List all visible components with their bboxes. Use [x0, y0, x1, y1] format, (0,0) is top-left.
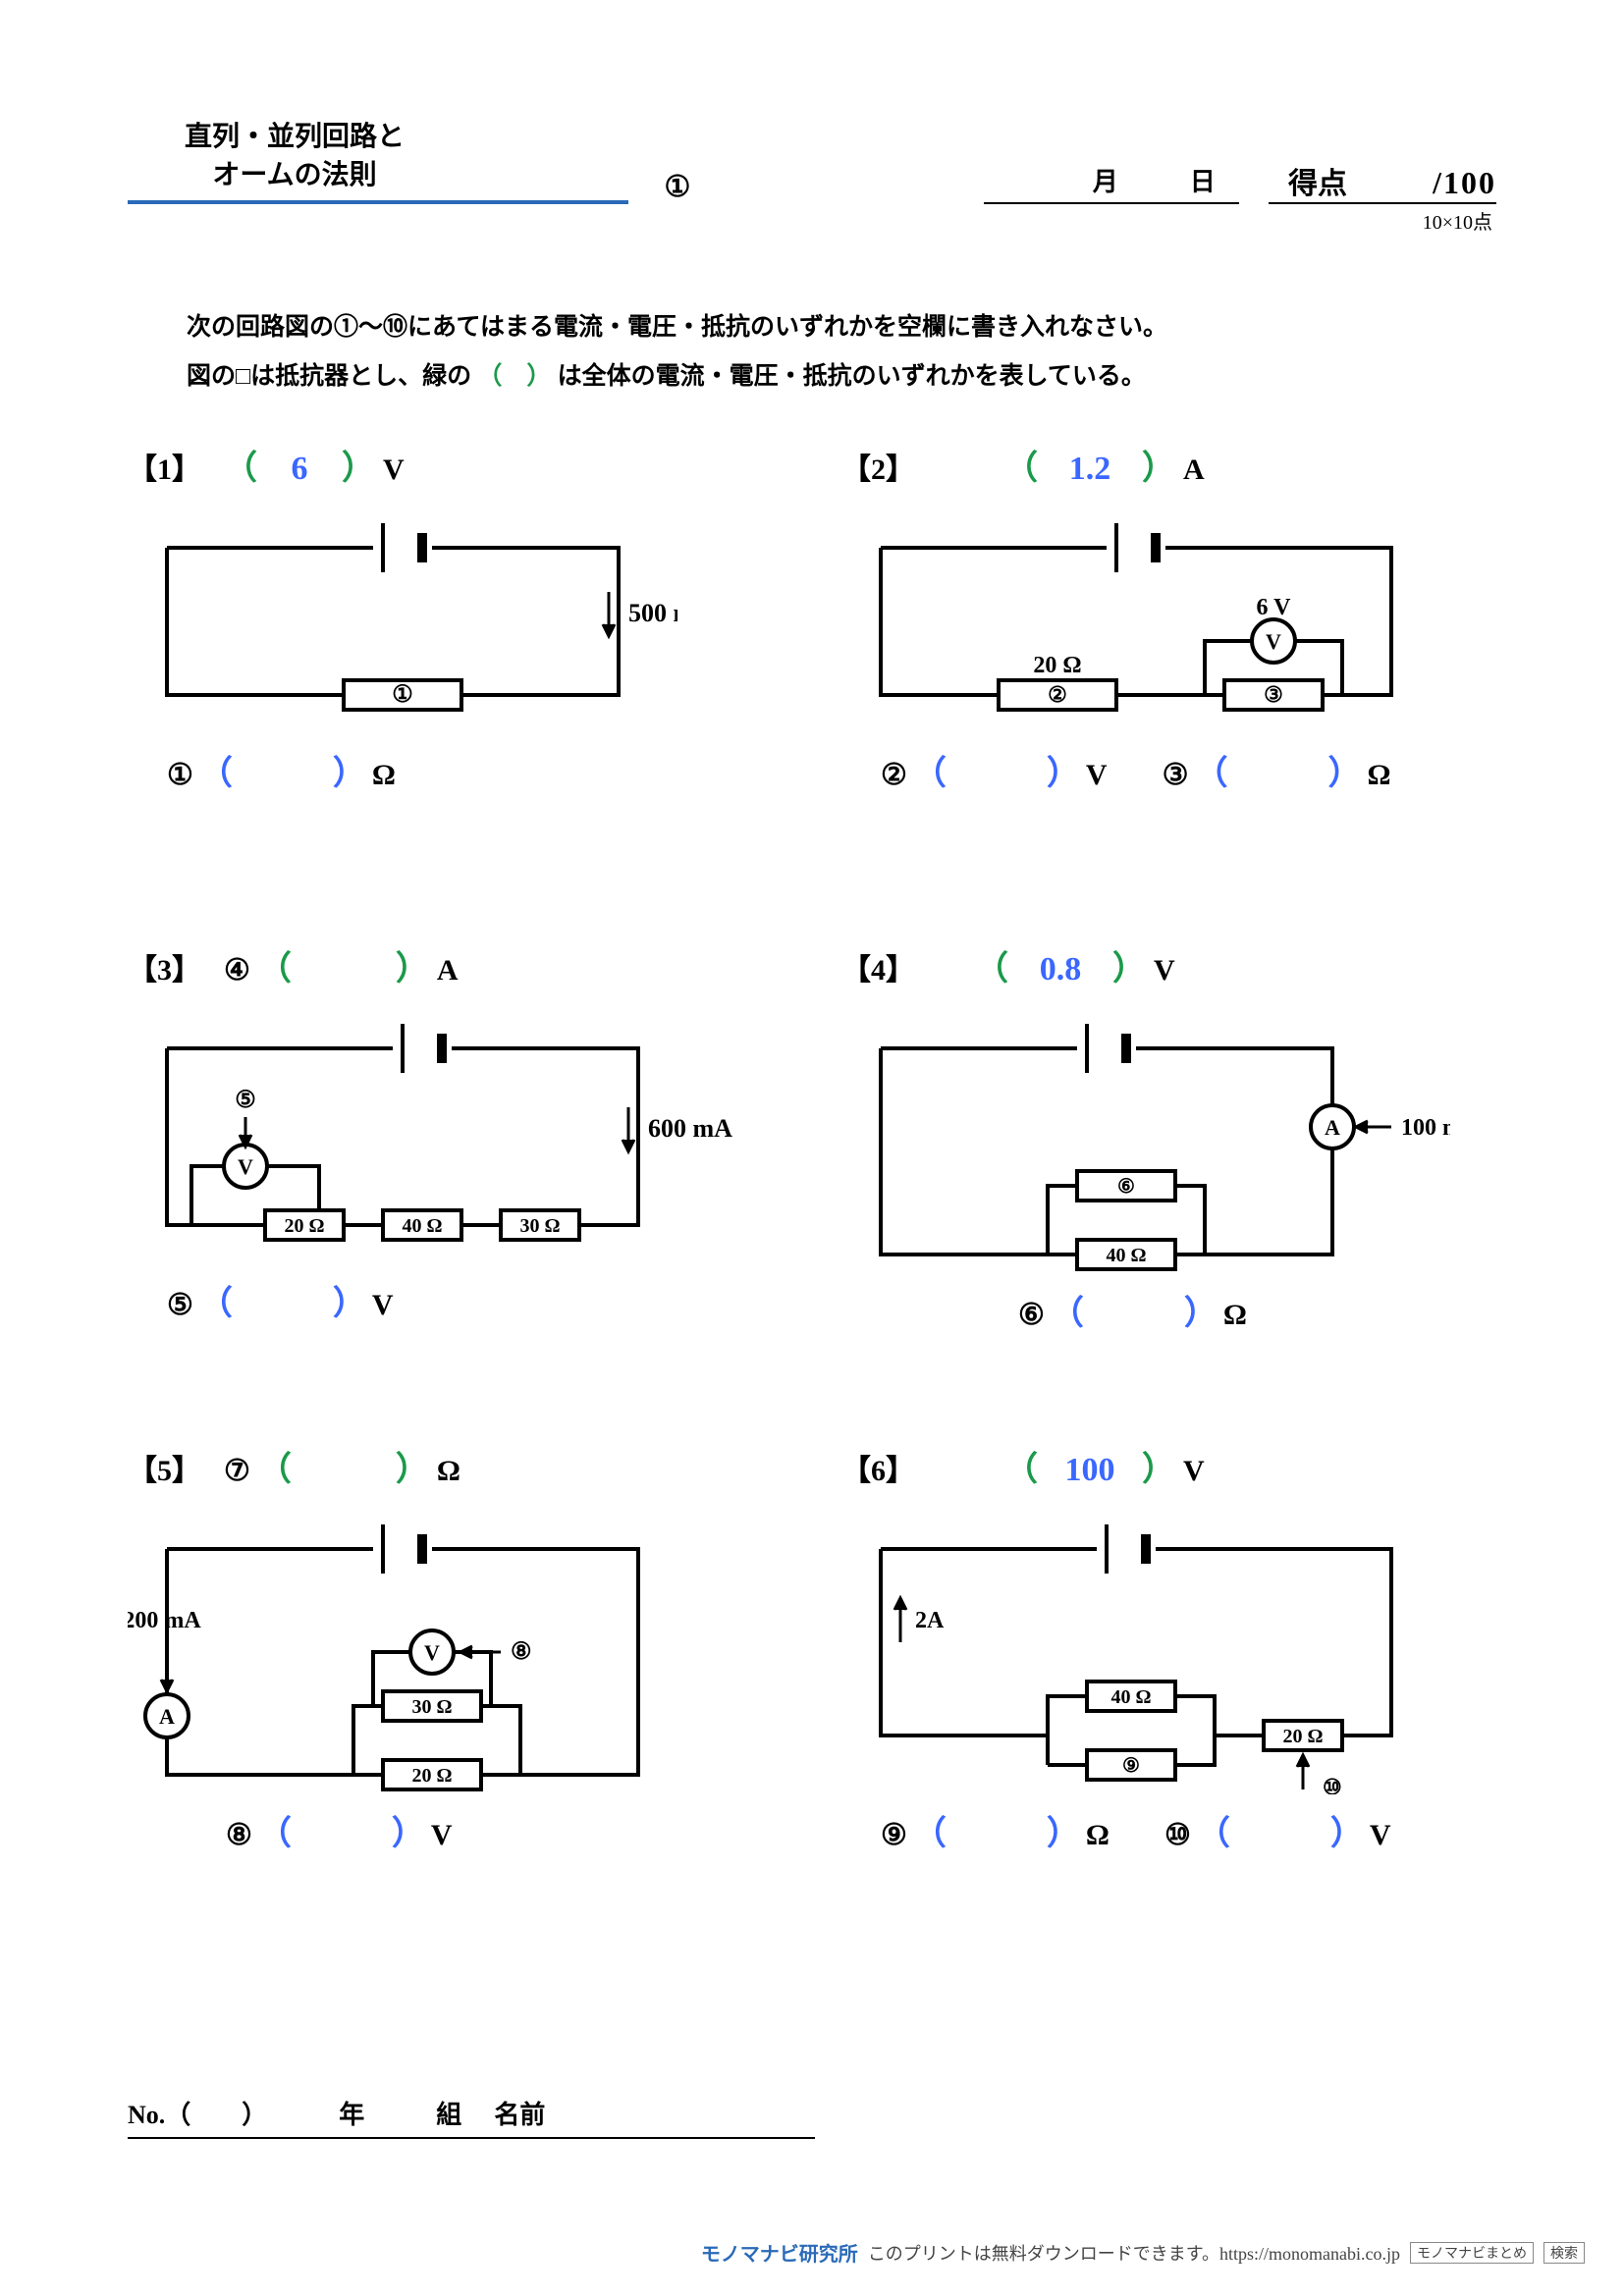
q3-current: 600 mA — [648, 1114, 732, 1143]
q5-r-bottom: 20 Ω — [411, 1765, 452, 1787]
circuit-3: 【3】 ④ （） A — [128, 941, 783, 1363]
q2-r1-marker: ② — [1048, 682, 1067, 707]
name-label: 名前 — [494, 2101, 545, 2129]
q3-answer[interactable]: ⑤ （） V — [167, 1276, 783, 1324]
instructions: 次の回路図の①～⑩にあてはまる電流・電圧・抵抗のいずれかを空欄に書き入れなさい。… — [187, 303, 1437, 401]
q1-top-value: 6 — [265, 451, 334, 488]
q4-top-unit: V — [1154, 954, 1175, 988]
q1-top-unit: V — [383, 454, 405, 487]
q2-top-value: 1.2 — [1046, 451, 1134, 488]
circuit-4: 【4】 （ 0.8 ） V — [841, 941, 1496, 1363]
green-paren: （ ） — [477, 363, 551, 390]
year-label: 年 — [339, 2101, 364, 2129]
q3-side-marker: ⑤ — [235, 1088, 256, 1113]
q2-r1-top: 20 Ω — [1033, 653, 1081, 678]
instruction-line1: 次の回路図の①～⑩にあてはまる電流・電圧・抵抗のいずれかを空欄に書き入れなさい。 — [187, 303, 1437, 352]
q5-r-top: 30 Ω — [411, 1696, 452, 1718]
q1-current: 500 mA — [628, 599, 677, 627]
q6-diagram: 2A 40 Ω ⑨ 20 Ω ⑩ — [841, 1510, 1496, 1794]
q6-arrow-marker: ⑩ — [1323, 1775, 1342, 1794]
credit-btn2[interactable]: 検索 — [1543, 2242, 1585, 2264]
q6-top-value: 100 — [1046, 1452, 1134, 1489]
q4-top-value: 0.8 — [1016, 951, 1105, 988]
date-field[interactable]: 月 日 — [984, 162, 1239, 204]
voltmeter-icon: V — [1266, 629, 1281, 654]
circuit-2: 【2】 （ 1.2 ） A — [841, 441, 1496, 863]
score-field[interactable]: 得点 /100 — [1269, 159, 1496, 204]
score-max: /100 — [1433, 165, 1496, 201]
q1-number: 【1】 — [128, 445, 216, 488]
q3-diagram: V ⑤ 600 mA 20 Ω 40 Ω 30 Ω — [128, 1009, 783, 1264]
voltmeter-icon: V — [424, 1640, 440, 1665]
q1-diagram: 500 mA ① — [128, 508, 783, 734]
q4-diagram: A 100 mA ⑥ 40 Ω — [841, 1009, 1496, 1274]
paren-open: （ — [224, 441, 257, 489]
q2-volt: 6 V — [1257, 595, 1292, 620]
no-label: No.（ ） — [128, 2101, 267, 2129]
q1-resistor: ① — [392, 682, 413, 708]
worksheet-number: ① — [658, 170, 697, 204]
q5-diagram: A V 200 mA ⑧ 30 Ω 20 Ω — [128, 1510, 783, 1794]
paren-close: ） — [342, 441, 375, 489]
title-line1: 直列・並列回路と — [185, 122, 405, 152]
q2-number: 【2】 — [841, 445, 930, 488]
score-note: 10×10点 — [128, 206, 1492, 235]
title-underline — [128, 200, 628, 204]
q6-r-top: 40 Ω — [1110, 1686, 1151, 1708]
q3-r2: 40 Ω — [402, 1215, 442, 1237]
worksheet-title: 直列・並列回路と オームの法則 — [128, 118, 461, 194]
q3-number: 【3】 — [128, 945, 216, 988]
q2-answers[interactable]: ② （） V ③ （） Ω — [881, 746, 1496, 794]
q2-top-unit: A — [1183, 454, 1205, 487]
title-line2: オームの法則 — [212, 160, 376, 190]
q2-r2-marker: ③ — [1264, 682, 1283, 707]
student-info-line[interactable]: No.（ ） 年 組 名前 — [128, 2095, 815, 2139]
q3-r3: 30 Ω — [519, 1215, 560, 1237]
circuit-1: 【1】 （ 6 ） V — [128, 441, 783, 863]
instruction-line2: 図の□は抵抗器とし、緑の （ ） は全体の電流・電圧・抵抗のいずれかを表している… — [187, 352, 1437, 401]
circuit-6: 【6】 （ 100 ） V — [841, 1442, 1496, 1864]
q4-answer[interactable]: ⑥ （） Ω — [1018, 1286, 1496, 1334]
q6-answers[interactable]: ⑨ （） Ω ⑩ （） V — [881, 1806, 1496, 1854]
circuit-5: 【5】 ⑦ （） Ω — [128, 1442, 783, 1864]
credit-logo: モノマナビ研究所 — [701, 2238, 858, 2267]
q4-amm-label: 100 mA — [1401, 1115, 1450, 1141]
circuit-grid: 【1】 （ 6 ） V — [128, 441, 1496, 1864]
q6-r-right: 20 Ω — [1282, 1726, 1323, 1747]
q6-r-bottom: ⑨ — [1122, 1755, 1140, 1777]
q6-top-unit: V — [1183, 1455, 1205, 1488]
score-label: 得点 — [1288, 159, 1347, 202]
q5-volt-marker: ⑧ — [511, 1639, 532, 1665]
q6-curr-label: 2A — [915, 1608, 945, 1633]
voltmeter-icon: V — [238, 1154, 253, 1179]
q1-answer[interactable]: ① （） Ω — [167, 746, 783, 794]
q5-answer[interactable]: ⑧ （） V — [226, 1806, 783, 1854]
q2-diagram: V 6 V 20 Ω ② ③ — [841, 508, 1496, 734]
class-label: 組 — [436, 2101, 461, 2129]
q5-amp-label: 200 mA — [128, 1608, 201, 1633]
credit-btn1[interactable]: モノマナビまとめ — [1410, 2242, 1534, 2264]
q4-r-top: ⑥ — [1117, 1176, 1135, 1198]
month-label: 月 — [1093, 168, 1118, 196]
q4-number: 【4】 — [841, 945, 930, 988]
q4-r-bottom: 40 Ω — [1106, 1245, 1146, 1266]
q5-number: 【5】 — [128, 1446, 216, 1489]
credit-text: このプリントは無料ダウンロードできます。https://monomanabi.c… — [868, 2240, 1400, 2266]
q3-r1: 20 Ω — [284, 1215, 324, 1237]
ammeter-icon: A — [1325, 1115, 1340, 1140]
ammeter-icon: A — [159, 1704, 175, 1729]
q6-number: 【6】 — [841, 1446, 930, 1489]
day-label: 日 — [1190, 168, 1216, 196]
header: 直列・並列回路と オームの法則 ① 月 日 得点 /100 — [128, 118, 1496, 204]
credit-line: モノマナビ研究所 このプリントは無料ダウンロードできます。https://mon… — [701, 2238, 1585, 2267]
